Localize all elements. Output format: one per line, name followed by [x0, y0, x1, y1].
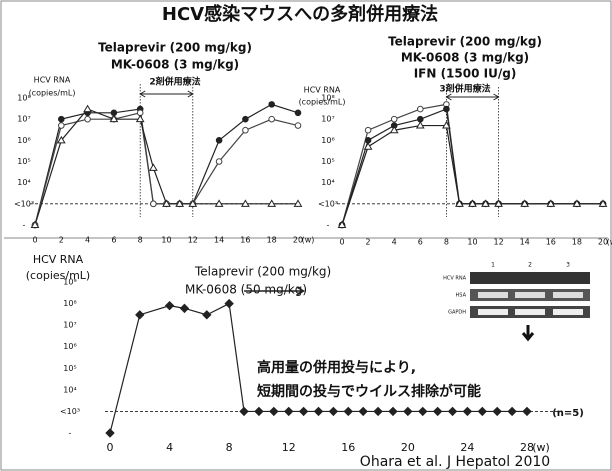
marker [269, 102, 275, 108]
marker [295, 110, 301, 116]
y-tick-label: 10⁶ [63, 342, 76, 351]
x-tick-label: 8 [138, 236, 143, 245]
x-tick-label: 6 [418, 238, 423, 247]
gel-band [553, 309, 583, 315]
marker [59, 116, 65, 122]
gel-lane-label: 3 [566, 262, 570, 269]
y-tick-label: - [69, 429, 72, 438]
x-unit: (w) [532, 441, 550, 454]
annotation: MK-0608 (50 mg/kg) [185, 283, 307, 297]
x-tick-label: 4 [166, 441, 173, 454]
y-tick-label: 10⁵ [63, 364, 76, 373]
x-tick-label: 8 [444, 238, 449, 247]
x-unit: (w) [302, 236, 315, 245]
gel-band [515, 309, 545, 315]
annotation: Telaprevir (200 mg/kg) [98, 41, 252, 55]
marker [151, 201, 157, 207]
x-tick-label: 0 [107, 441, 114, 454]
x-tick-label: 16 [240, 236, 250, 245]
x-tick-label: 4 [85, 236, 90, 245]
annotation: MK-0608 (3 mg/kg) [111, 58, 239, 72]
gel-row-label: GAPDH [448, 310, 466, 316]
x-tick-label: 12 [188, 236, 198, 245]
slide-title: HCV感染マウスへの多剤併用療法 [162, 3, 438, 25]
y-axis-label: HCV RNA [34, 76, 71, 85]
marker [243, 127, 249, 133]
gel-band [478, 292, 508, 298]
annotation: (n=5) [552, 408, 584, 419]
y-tick-label: 10⁶ [17, 136, 30, 145]
y-tick-label: 10⁴ [17, 178, 30, 187]
gel-lane-label: 1 [491, 262, 495, 269]
x-tick-label: 8 [226, 441, 233, 454]
y-tick-label: 10⁷ [321, 115, 334, 124]
gel-lane-label: 2 [528, 262, 532, 269]
y-tick-label: 10⁴ [63, 385, 76, 394]
x-unit: (w) [607, 238, 612, 247]
citation: Ohara et al. J Hepatol 2010 [360, 454, 550, 470]
annotation: 2剤併用療法 [149, 76, 200, 88]
annotation: Telaprevir (200 mg/kg) [194, 265, 331, 279]
gel-row-label: HCV RNA [443, 276, 466, 282]
marker [85, 116, 91, 122]
x-tick-label: 12 [282, 441, 296, 454]
gel-row-label: HSA [456, 293, 467, 299]
annotation: Telaprevir (200 mg/kg) [388, 35, 542, 49]
marker [269, 116, 275, 122]
annotation: 高用量の併用投与により, [257, 359, 416, 376]
y-tick-label: - [327, 221, 330, 230]
marker [418, 106, 424, 112]
annotation: 短期間の投与でウイルス排除が可能 [257, 383, 481, 400]
x-tick-label: 10 [467, 238, 477, 247]
x-tick-label: 0 [339, 238, 344, 247]
x-tick-label: 14 [520, 238, 530, 247]
marker [243, 116, 249, 122]
x-tick-label: 14 [214, 236, 224, 245]
y-tick-label: <10³ [318, 199, 338, 208]
gel-band [553, 292, 583, 298]
x-tick-label: 18 [572, 238, 582, 247]
y-axis-label: HCV RNA [304, 86, 341, 95]
x-tick-label: 12 [494, 238, 504, 247]
x-tick-label: 20 [401, 441, 415, 454]
marker [365, 127, 371, 133]
x-tick-label: 18 [267, 236, 277, 245]
x-tick-label: 2 [59, 236, 64, 245]
x-tick-label: 16 [341, 441, 355, 454]
y-axis-label: (copies/mL) [299, 98, 346, 107]
marker [295, 123, 301, 129]
marker [216, 159, 222, 165]
marker [444, 106, 450, 112]
x-tick-label: 0 [32, 236, 37, 245]
annotation: MK-0608 (3 mg/kg) [401, 51, 529, 65]
gel-band [478, 309, 508, 315]
y-tick-label: 10⁴ [321, 178, 334, 187]
marker [216, 138, 222, 144]
x-tick-label: 24 [460, 441, 474, 454]
y-tick-label: 10⁷ [17, 115, 30, 124]
y-tick-label: 10⁵ [17, 157, 30, 166]
y-tick-label: 10⁸ [63, 299, 76, 308]
y-axis-label: (copies/mL) [26, 269, 90, 282]
marker [59, 123, 65, 129]
x-tick-label: 6 [111, 236, 116, 245]
slide: HCV感染マウスへの多剤併用療法 Ohara et al. J Hepatol … [0, 0, 612, 471]
x-tick-label: 4 [392, 238, 397, 247]
y-tick-label: <10³ [60, 407, 80, 416]
gel-band [515, 292, 545, 298]
annotation: IFN (1500 IU/g) [414, 67, 517, 81]
gel-band-row [470, 272, 590, 284]
y-tick-label: - [23, 221, 26, 230]
y-axis-label: HCV RNA [33, 253, 84, 266]
y-tick-label: 10⁵ [321, 157, 334, 166]
x-tick-label: 10 [161, 236, 171, 245]
y-tick-label: 10⁷ [63, 321, 76, 330]
x-tick-label: 2 [366, 238, 371, 247]
y-tick-label: 10⁶ [321, 136, 334, 145]
annotation: 3剤併用療法 [439, 83, 490, 95]
marker [391, 116, 397, 122]
y-axis-label: (copies/mL) [29, 89, 76, 98]
x-tick-label: 16 [546, 238, 556, 247]
